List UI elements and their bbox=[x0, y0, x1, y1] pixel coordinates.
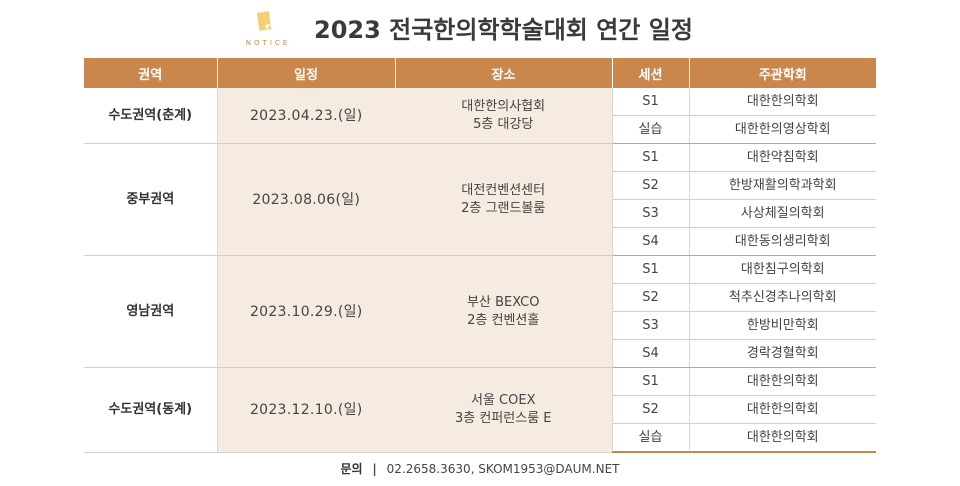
date-cell: 2023.10.29.(일) bbox=[217, 255, 395, 368]
sticky-note-icon bbox=[256, 11, 272, 31]
session-cell: S3 bbox=[612, 199, 690, 228]
venue-name: 부산 BEXCO bbox=[467, 294, 540, 310]
header-session: 세션 bbox=[612, 58, 690, 88]
contact-footer: 문의 | 02.2658.3630, SKOM1953@DAUM.NET bbox=[0, 460, 960, 477]
date-cell: 2023.08.06(일) bbox=[217, 143, 395, 256]
table-row: S2 대한한의학회 bbox=[84, 395, 876, 424]
session-cell: S1 bbox=[612, 367, 690, 396]
table-row: S4 대한동의생리학회 bbox=[84, 227, 876, 256]
host-cell: 경락경혈학회 bbox=[689, 339, 876, 368]
schedule-table: 권역 일정 장소 세션 주관학회 수도권역(춘계) 2023.04.23.(일)… bbox=[84, 58, 876, 453]
place-cell: 대한한의사협회 5층 대강당 bbox=[395, 88, 613, 144]
region-cell: 수도권역(동계) bbox=[84, 367, 218, 453]
venue-room: 2층 그랜드볼룸 bbox=[461, 200, 546, 216]
session-cell: S2 bbox=[612, 395, 690, 424]
host-cell: 대한약침학회 bbox=[689, 143, 876, 172]
header-place: 장소 bbox=[395, 58, 613, 88]
date-cell: 2023.12.10.(일) bbox=[217, 367, 395, 453]
host-cell: 대한한의학회 bbox=[689, 395, 876, 424]
session-cell: S3 bbox=[612, 311, 690, 340]
host-cell: 한방비만학회 bbox=[689, 311, 876, 340]
host-cell: 대한한의학회 bbox=[689, 88, 876, 116]
table-row: S3 한방비만학회 bbox=[84, 311, 876, 340]
host-cell: 대한침구의학회 bbox=[689, 255, 876, 284]
table-row: 수도권역(춘계) 2023.04.23.(일) 대한한의사협회 5층 대강당 S… bbox=[84, 88, 876, 144]
table-row: 중부권역 2023.08.06(일) 대전컨벤션센터 2층 그랜드볼룸 S1 대… bbox=[84, 143, 876, 256]
host-cell: 대한한의영상학회 bbox=[689, 115, 876, 144]
session-cell: 실습 bbox=[612, 115, 690, 144]
host-cell: 한방재활의학과학회 bbox=[689, 171, 876, 200]
venue-room: 3층 컨퍼런스룸 E bbox=[454, 410, 552, 426]
session-cell: S4 bbox=[612, 339, 690, 368]
contact-info: 02.2658.3630, SKOM1953@DAUM.NET bbox=[386, 462, 620, 476]
header-region: 권역 bbox=[84, 58, 218, 88]
table-row: 실습 대한한의영상학회 bbox=[84, 115, 876, 144]
session-cell: S1 bbox=[612, 255, 690, 284]
table-row: 실습 대한한의학회 bbox=[84, 423, 876, 453]
host-cell: 대한동의생리학회 bbox=[689, 227, 876, 256]
host-cell: 사상체질의학회 bbox=[689, 199, 876, 228]
place-cell: 부산 BEXCO 2층 컨벤션홀 bbox=[395, 255, 613, 368]
table-row: S2 척추신경추나의학회 bbox=[84, 283, 876, 312]
header-date: 일정 bbox=[217, 58, 396, 88]
session-cell: S1 bbox=[612, 88, 690, 116]
venue-room: 5층 대강당 bbox=[473, 116, 534, 132]
footer-separator: | bbox=[372, 462, 377, 476]
session-cell: S2 bbox=[612, 171, 690, 200]
host-cell: 척추신경추나의학회 bbox=[689, 283, 876, 312]
venue-name: 대전컨벤션센터 bbox=[461, 182, 546, 198]
place-cell: 대전컨벤션센터 2층 그랜드볼룸 bbox=[395, 143, 613, 256]
notice-logo: NOTICE bbox=[238, 11, 298, 48]
table-body: 수도권역(춘계) 2023.04.23.(일) 대한한의사협회 5층 대강당 S… bbox=[84, 88, 876, 453]
venue-name: 대한한의사협회 bbox=[461, 98, 546, 114]
region-cell: 영남권역 bbox=[84, 255, 218, 368]
table-row: 영남권역 2023.10.29.(일) 부산 BEXCO 2층 컨벤션홀 S1 … bbox=[84, 255, 876, 368]
table-row: S2 한방재활의학과학회 bbox=[84, 171, 876, 200]
session-cell: 실습 bbox=[612, 423, 690, 453]
table-row: S4 경락경혈학회 bbox=[84, 339, 876, 368]
venue-name: 서울 COEX bbox=[471, 392, 536, 408]
contact-label: 문의 bbox=[340, 462, 363, 476]
table-row: S3 사상체질의학회 bbox=[84, 199, 876, 228]
region-cell: 중부권역 bbox=[84, 143, 218, 256]
venue-room: 2층 컨벤션홀 bbox=[467, 312, 540, 328]
session-cell: S4 bbox=[612, 227, 690, 256]
place-cell: 서울 COEX 3층 컨퍼런스룸 E bbox=[395, 367, 613, 453]
host-cell: 대한한의학회 bbox=[689, 367, 876, 396]
page-title: 2023 전국한의학학술대회 연간 일정 bbox=[314, 16, 693, 44]
date-cell: 2023.04.23.(일) bbox=[217, 88, 395, 144]
host-cell: 대한한의학회 bbox=[689, 423, 876, 453]
table-header: 권역 일정 장소 세션 주관학회 bbox=[84, 58, 876, 88]
session-cell: S1 bbox=[612, 143, 690, 172]
header-row: 권역 일정 장소 세션 주관학회 bbox=[84, 58, 876, 88]
notice-label: NOTICE bbox=[245, 39, 291, 47]
session-cell: S2 bbox=[612, 283, 690, 312]
header-host: 주관학회 bbox=[689, 58, 876, 88]
region-cell: 수도권역(춘계) bbox=[84, 88, 218, 144]
table-row: 수도권역(동계) 2023.12.10.(일) 서울 COEX 3층 컨퍼런스룸… bbox=[84, 367, 876, 453]
